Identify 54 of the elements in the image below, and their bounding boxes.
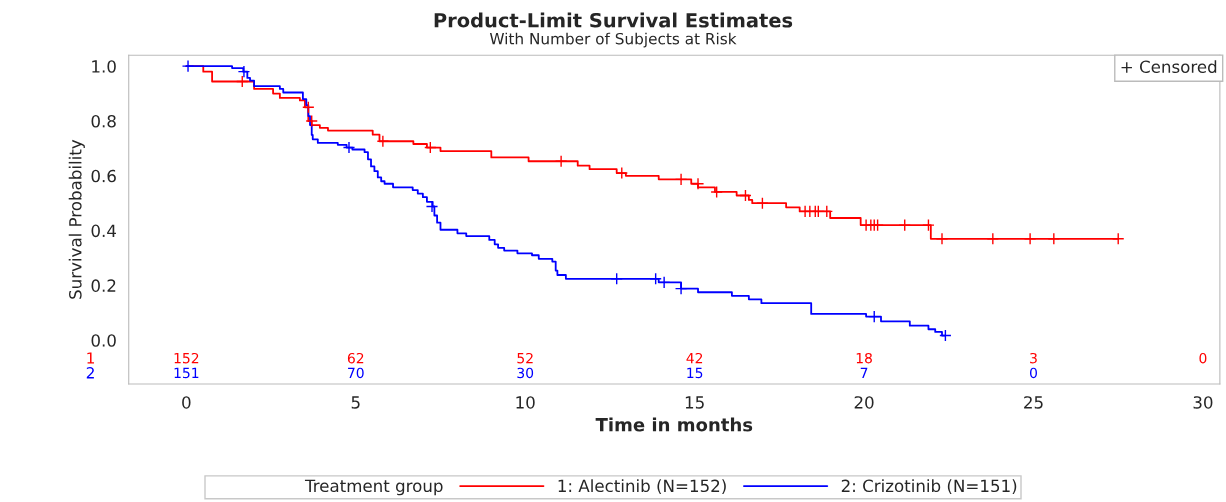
point <box>237 65 251 78</box>
point <box>657 276 671 289</box>
point <box>305 114 318 128</box>
x-tick-label: 15 <box>685 396 704 409</box>
x-tick-label: 10 <box>516 396 535 409</box>
point <box>739 189 752 202</box>
point <box>425 200 439 213</box>
legend-title: Treatment group <box>304 479 443 496</box>
y-tick-label: 1.0 <box>92 60 116 73</box>
point <box>376 135 390 148</box>
text: 2 151 70 30 15 7 0 <box>86 367 1037 379</box>
point <box>181 59 195 73</box>
point <box>674 282 688 295</box>
x-tick-label: 0 <box>182 396 191 409</box>
point <box>898 218 911 232</box>
y-tick-label: 0.6 <box>91 169 116 183</box>
legend-label: 1: Alectinib (N=152) <box>558 479 726 495</box>
x-tick-label: 30 <box>1193 396 1213 409</box>
point <box>235 75 249 88</box>
annotation: + Censored <box>1121 60 1217 74</box>
x-tick-label: 5 <box>351 396 360 409</box>
point <box>710 185 723 199</box>
chart-subtitle: With Number of Subjects at Risk <box>489 32 737 48</box>
y-tick-label: 0.2 <box>91 279 116 292</box>
text: 1 152 62 52 42 18 3 0 <box>87 352 1207 364</box>
point <box>986 232 1000 246</box>
point <box>922 218 935 232</box>
point <box>1023 232 1037 246</box>
y-tick-label: 0.4 <box>91 224 116 238</box>
point <box>939 329 952 342</box>
point <box>342 141 356 154</box>
x-tick-label: 25 <box>1024 396 1043 409</box>
point <box>424 141 437 154</box>
x-tick-label: 20 <box>854 396 874 409</box>
point <box>756 196 769 210</box>
point <box>615 166 629 180</box>
point <box>674 173 688 186</box>
chart-title: Product-Limit Survival Estimates <box>434 12 793 28</box>
point <box>867 310 881 323</box>
legend-label: 2: Crizotinib (N=151) <box>841 479 1017 495</box>
point <box>691 177 705 190</box>
y-tick-label: 0.8 <box>91 114 116 128</box>
y-tick-label: 0.0 <box>91 334 116 347</box>
point <box>820 205 834 218</box>
point <box>302 101 315 114</box>
point <box>935 232 949 246</box>
point <box>1047 232 1061 246</box>
point <box>610 272 623 286</box>
point <box>1111 232 1125 246</box>
point <box>554 155 568 168</box>
y-axis-title: Survival Probability <box>68 139 85 299</box>
point <box>871 218 884 232</box>
point <box>649 272 662 286</box>
x-axis-title: Time in months <box>595 417 753 432</box>
